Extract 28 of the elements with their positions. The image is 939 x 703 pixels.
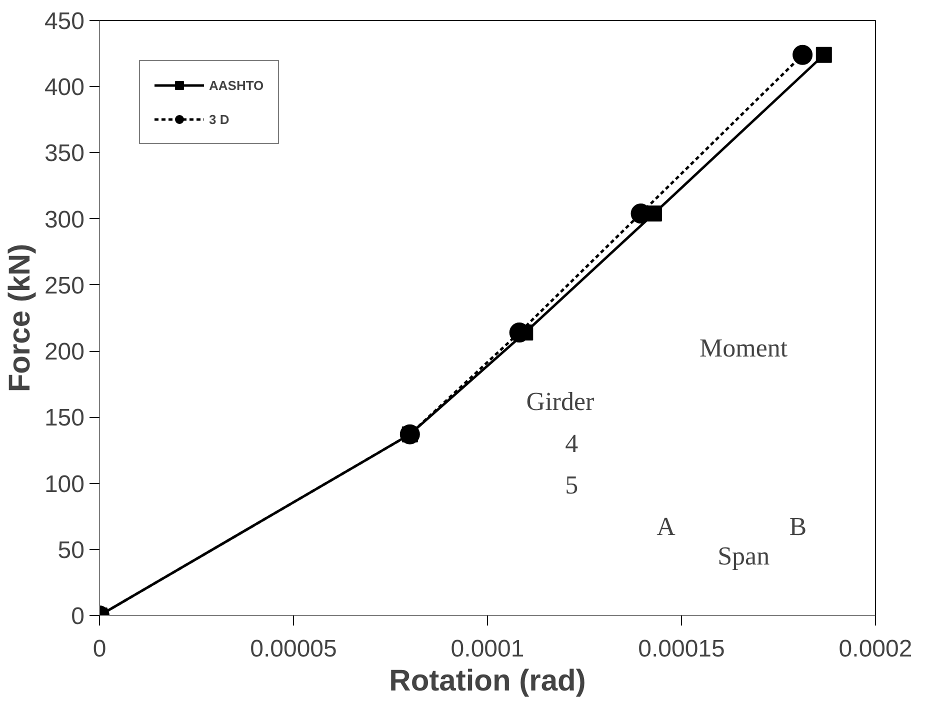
x-tick-label: 0.0002 (838, 636, 912, 662)
legend-label: AASHTO (209, 78, 264, 92)
annotation: Girder (526, 386, 594, 416)
annotation: A (656, 512, 676, 541)
x-tick-label: 0.0001 (450, 636, 524, 662)
y-tick-label: 450 (44, 8, 85, 35)
y-axis-title: Force (kN) (3, 244, 36, 392)
annotation: Span (718, 542, 770, 570)
legend-label: 3 D (209, 112, 230, 126)
x-tick-label: 0.00015 (638, 636, 725, 662)
y-tick-label: 50 (58, 536, 85, 564)
annotation: Moment (700, 333, 788, 362)
y-tick-label: 150 (44, 404, 85, 432)
point (816, 46, 832, 63)
point (792, 44, 813, 65)
y-tick-label: 250 (44, 272, 85, 300)
annotation: 5 (565, 470, 578, 500)
annotation: B (789, 512, 807, 541)
y-tick-label: 400 (44, 74, 85, 102)
y-tick-label: 300 (44, 206, 85, 234)
x-axis-title: Rotation (rad) (389, 664, 586, 698)
x-tick-label: 0.00005 (250, 636, 337, 662)
x-tick-label: 0 (92, 636, 106, 662)
y-tick-label: 200 (44, 338, 85, 366)
annotation: 4 (565, 428, 578, 458)
y-tick-label: 0 (71, 603, 85, 630)
y-tick-label: 350 (44, 140, 85, 168)
y-tick-label: 100 (44, 470, 85, 498)
